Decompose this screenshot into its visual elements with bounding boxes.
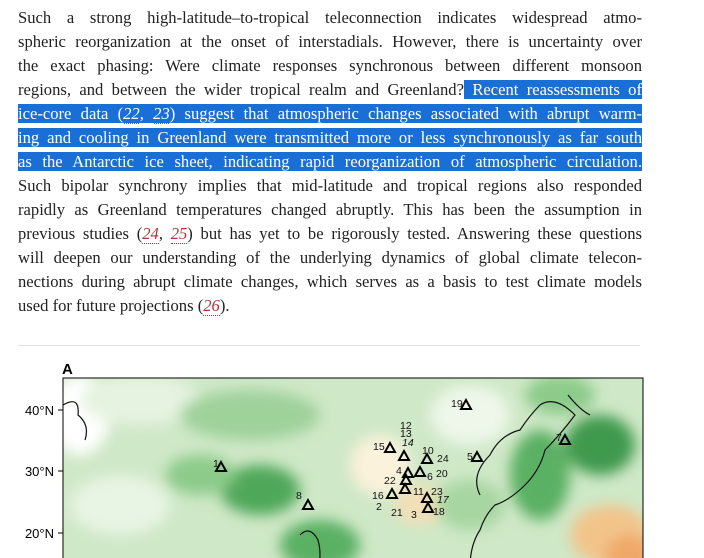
station-label: 17 (437, 494, 450, 506)
station-label: 21 (391, 507, 403, 519)
station-label: 2 (376, 501, 382, 513)
text-line: nections during abrupt climate changes, … (18, 270, 642, 294)
station-label: 14 (402, 437, 414, 449)
station-label: 11 (413, 486, 424, 498)
station-label: 8 (296, 490, 302, 502)
latitude-label: 20°N (25, 526, 54, 541)
station-label: 23 (431, 486, 443, 498)
text-line: regions, and between the wider tropical … (18, 78, 642, 102)
station-markers (214, 397, 572, 513)
text-line: ing and cooling in Greenland were transm… (18, 126, 642, 150)
text-line: rapidly as Greenland temperatures change… (18, 198, 642, 222)
citation-link[interactable]: 24 (142, 224, 159, 244)
text-run: Such bipolar synchrony implies that mid-… (18, 176, 642, 195)
text-run: , (139, 104, 154, 123)
station-label: 4 (396, 465, 402, 477)
text-run: , (158, 224, 171, 243)
station-label: 15 (373, 441, 385, 453)
station-label: 18 (433, 506, 445, 518)
station-label: 3 (411, 509, 417, 521)
text-run: used for future projections ( (18, 296, 204, 315)
text-run: will deepen our understanding of the und… (18, 248, 642, 267)
text-line: ice-core data (22, 23) suggest that atmo… (18, 102, 642, 126)
text-run: as the Antarctic ice sheet, indicating r… (18, 152, 642, 171)
text-run: ) suggest that atmospheric changes assoc… (169, 104, 642, 123)
citation-link[interactable]: 23 (153, 104, 170, 124)
citation-link[interactable]: 25 (170, 224, 188, 244)
text-line: Such bipolar synchrony implies that mid-… (18, 174, 642, 198)
text-run: ) but has yet to be rigorously tested. A… (187, 224, 642, 243)
station-label: 24 (437, 453, 449, 465)
station-label: 10 (422, 445, 434, 457)
text-run: spheric reorganization at the onset of i… (18, 32, 642, 51)
citation-link[interactable]: 22 (123, 104, 140, 124)
text-line: the exact phasing: Were climate response… (18, 54, 642, 78)
panel-label: A (62, 361, 73, 378)
text-run: ing and cooling in Greenland were transm… (18, 128, 642, 147)
text-run: the exact phasing: Were climate response… (18, 56, 642, 75)
text-run: Recent reassessments of (463, 80, 642, 99)
text-run: rapidly as Greenland temperatures change… (18, 200, 642, 219)
text-line: previous studies (24, 25) but has yet to… (18, 222, 642, 246)
map (63, 378, 643, 558)
text-line: as the Antarctic ice sheet, indicating r… (18, 150, 642, 174)
text-run: regions, and between the wider tropical … (18, 80, 464, 99)
station-label: 22 (384, 475, 396, 487)
citation-link[interactable]: 26 (203, 296, 220, 316)
text-line: will deepen our understanding of the und… (18, 246, 642, 270)
station-label: 5 (467, 451, 473, 463)
station-label: 12 (400, 420, 412, 432)
station-label: 16 (372, 490, 384, 502)
divider (18, 345, 640, 346)
text-line: Such a strong high-latitude–to-tropical … (18, 6, 642, 30)
station-label: 1 (213, 458, 219, 470)
text-run: ice-core data ( (18, 104, 124, 123)
station-label: 13 (400, 428, 412, 440)
text-run: nections during abrupt climate changes, … (18, 272, 642, 291)
station-label: 20 (436, 468, 448, 480)
station-label: 6 (427, 471, 433, 483)
text-line: used for future projections (26). (18, 294, 642, 318)
article-text: Such a strong high-latitude–to-tropical … (18, 6, 642, 318)
station-label: 7 (556, 432, 562, 444)
station-label: 19 (451, 398, 463, 410)
latitude-label: 30°N (25, 464, 54, 479)
text-line: spheric reorganization at the onset of i… (18, 30, 642, 54)
text-run: ). (219, 296, 230, 315)
text-run: previous studies ( (18, 224, 143, 243)
latitude-label: 40°N (25, 403, 54, 418)
text-run: Such a strong high-latitude–to-tropical … (18, 8, 642, 27)
